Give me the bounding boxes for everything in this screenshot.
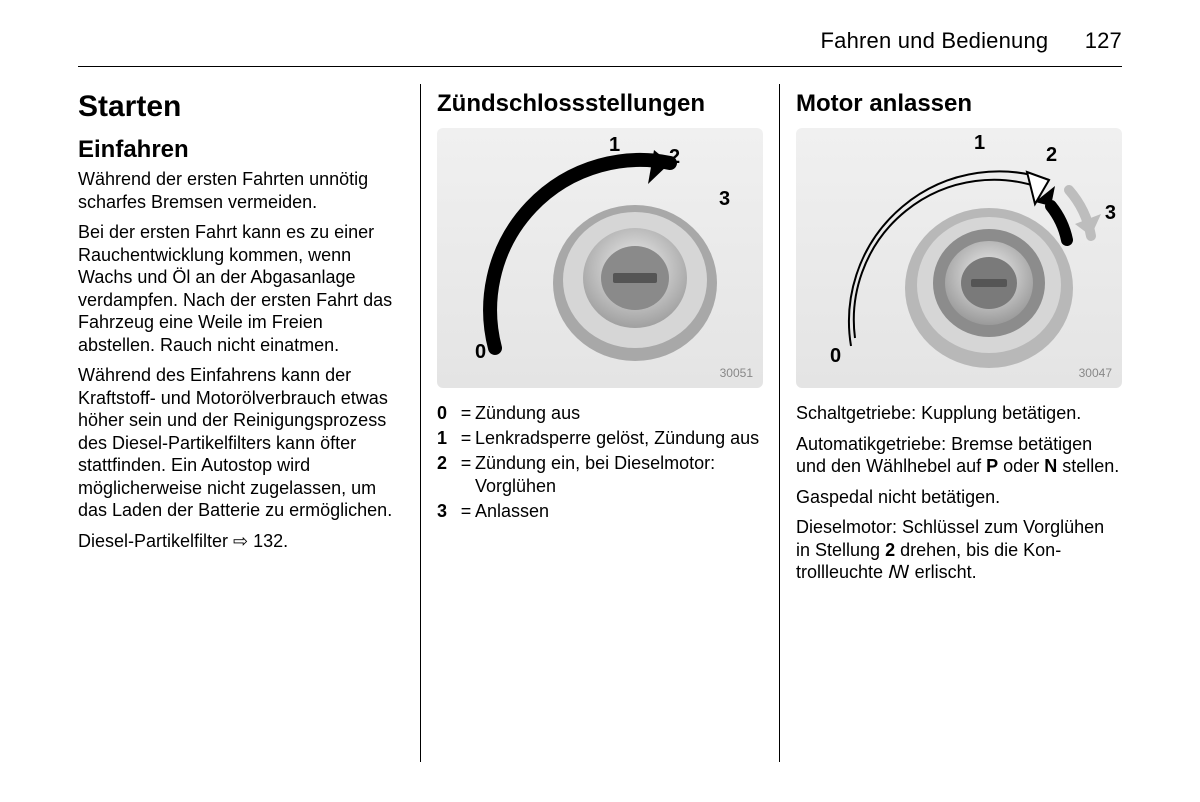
column-3: Motor anlassen	[780, 84, 1122, 762]
pos-label-3: 3	[719, 188, 730, 211]
para: Dieselmotor: Schlüssel zum Vorglü­hen in…	[796, 516, 1122, 584]
heading-starten: Starten	[78, 90, 404, 124]
para: Gaspedal nicht betätigen.	[796, 486, 1122, 509]
content-columns: Starten Einfahren Während der ersten Fah…	[78, 84, 1122, 762]
def-eq: =	[457, 427, 475, 450]
def-val: Zündung aus	[475, 402, 763, 425]
heading-einfahren: Einfahren	[78, 136, 404, 164]
figure-code: 30047	[1079, 366, 1112, 380]
def-row: 2 = Zündung ein, bei Dieselmotor: Vorglü…	[437, 452, 763, 498]
section-title: Fahren und Bedienung	[821, 28, 1049, 53]
def-row: 3 = Anlassen	[437, 500, 763, 523]
def-val: Lenkradsperre gelöst, Zündung aus	[475, 427, 763, 450]
heading-zuendschloss: Zündschlossstellungen	[437, 90, 763, 118]
pos-label-0: 0	[830, 345, 841, 368]
def-key: 1	[437, 427, 457, 450]
page-header: Fahren und Bedienung 127	[821, 28, 1122, 54]
pos-label-2: 2	[669, 146, 680, 169]
pos-label-3: 3	[1105, 202, 1116, 225]
def-eq: =	[457, 452, 475, 498]
def-key: 0	[437, 402, 457, 425]
para: Automatikgetriebe: Bremse betätigen und …	[796, 433, 1122, 478]
figure-start-engine: 0 1 2 3 30047	[796, 128, 1122, 388]
pos-label-0: 0	[475, 341, 486, 364]
figure-ignition-positions: 0 1 2 3 30051	[437, 128, 763, 388]
def-val: Anlassen	[475, 500, 763, 523]
para: Während der ersten Fahrten unnötig schar…	[78, 168, 404, 213]
start-engine-svg	[796, 128, 1122, 388]
para: Während des Einfahrens kann der Kraftsto…	[78, 364, 404, 522]
def-row: 0 = Zündung aus	[437, 402, 763, 425]
def-eq: =	[457, 402, 475, 425]
para: Schaltgetriebe: Kupplung betätigen.	[796, 402, 1122, 425]
pos-label-2: 2	[1046, 144, 1057, 167]
figure-code: 30051	[720, 366, 753, 380]
page-number: 127	[1085, 28, 1122, 54]
def-key: 3	[437, 500, 457, 523]
def-key: 2	[437, 452, 457, 498]
def-eq: =	[457, 500, 475, 523]
heading-motor-anlassen: Motor anlassen	[796, 90, 1122, 118]
def-row: 1 = Lenkradsperre gelöst, Zündung aus	[437, 427, 763, 450]
preglow-icon: ꟿ	[888, 562, 910, 582]
para: Bei der ersten Fahrt kann es zu einer Ra…	[78, 221, 404, 356]
column-2: Zündschlossstellungen	[421, 84, 779, 762]
def-val: Zündung ein, bei Dieselmotor: Vorglühen	[475, 452, 763, 498]
pos-label-1: 1	[974, 132, 985, 155]
header-rule	[78, 66, 1122, 67]
ignition-definitions: 0 = Zündung aus 1 = Lenkradsperre gelöst…	[437, 402, 763, 523]
column-1: Starten Einfahren Während der ersten Fah…	[78, 84, 420, 762]
para-crossref: Diesel-Partikelfilter ⇨ 132.	[78, 530, 404, 553]
pos-label-1: 1	[609, 134, 620, 157]
